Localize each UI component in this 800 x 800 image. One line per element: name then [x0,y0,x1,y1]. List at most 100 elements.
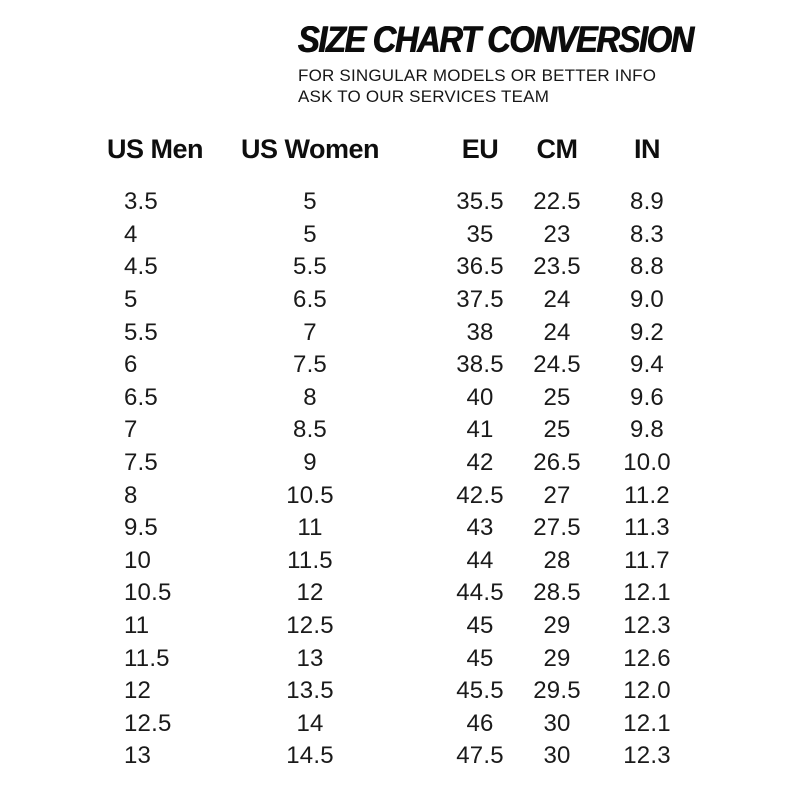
table-row: 13 14.5 47.5 30 12.3 [95,740,800,773]
table-cell: 13.5 [286,677,334,705]
table-cell: 5 [124,286,138,314]
table-row: 11 12.5 45 29 12.3 [95,610,800,643]
table-cell: 24 [543,318,571,346]
table-cell: 5 [303,188,317,216]
table-row: 8 10.5 42.5 27 11.2 [95,479,800,512]
table-cell: 30 [543,709,571,737]
page-title: SIZE CHART CONVERSION [298,19,694,60]
table-cell: 44.5 [456,579,504,607]
table-cell: 11.7 [624,546,670,574]
table-cell: 5.5 [293,253,327,281]
table-cell: 7.5 [293,351,327,379]
table-cell: 5.5 [124,318,158,346]
table-cell: 9.4 [630,351,664,379]
table-cell: 9.6 [630,383,664,411]
table-cell: 23.5 [533,253,581,281]
table-cell: 13 [296,644,324,672]
table-header-row: US Men US Women EU CM IN [95,131,800,167]
table-row: 12 13.5 45.5 29.5 12.0 [95,675,800,708]
table-cell: 9.8 [630,416,664,444]
table-cell: 8.8 [630,253,664,281]
table-cell: 11.2 [624,481,670,509]
table-cell: 38 [466,318,494,346]
table-cell: 28.5 [533,579,581,607]
table-cell: 27.5 [533,514,581,542]
table-cell: 11 [297,514,323,542]
table-cell: 11.5 [287,546,333,574]
table-cell: 8 [303,383,317,411]
table-cell: 12.3 [623,742,671,770]
table-cell: 36.5 [456,253,504,281]
table-cell: 29 [543,612,571,640]
table-cell: 14 [296,709,324,737]
chart-header: SIZE CHART CONVERSION FOR SINGULAR MODEL… [298,20,768,107]
table-row: 5 6.5 37.5 24 9.0 [95,284,800,317]
table-cell: 13 [124,742,152,770]
table-cell: 29.5 [533,677,581,705]
table-cell: 3.5 [124,188,158,216]
table-cell: 8.3 [630,220,664,248]
table-cell: 22.5 [533,188,581,216]
table-cell: 9.2 [630,318,664,346]
table-cell: 43 [466,514,494,542]
table-row: 3.5 5 35.5 22.5 8.9 [95,186,800,219]
table-cell: 10.5 [124,579,172,607]
table-cell: 6 [124,351,138,379]
table-cell: 42 [466,449,494,477]
table-cell: 47.5 [456,742,504,770]
table-cell: 11.3 [624,514,670,542]
table-row: 5.5 7 38 24 9.2 [95,316,800,349]
column-header-cm: CM [536,133,579,164]
table-cell: 12.6 [623,644,671,672]
subtitle-line-1: FOR SINGULAR MODELS OR BETTER INFO [298,66,657,85]
table-cell: 40 [466,383,494,411]
table-cell: 45 [466,612,494,640]
table-cell: 45.5 [456,677,504,705]
table-cell: 5 [303,220,317,248]
table-cell: 10 [124,546,152,574]
table-row: 9.5 11 43 27.5 11.3 [95,512,800,545]
table-row: 7.5 9 42 26.5 10.0 [95,447,800,480]
subtitle-line-2: ASK TO OUR SERVICES TEAM [298,87,550,106]
table-cell: 37.5 [456,286,504,314]
table-cell: 14.5 [286,742,334,770]
table-cell: 29 [543,644,571,672]
table-cell: 23 [543,220,571,248]
table-row: 10 11.5 44 28 11.7 [95,545,800,578]
table-cell: 12.1 [623,579,671,607]
column-header-us-women: US Women [240,133,380,164]
table-cell: 12 [296,579,324,607]
table-cell: 46 [466,709,494,737]
table-cell: 38.5 [456,351,504,379]
table-row: 11.5 13 45 29 12.6 [95,642,800,675]
table-cell: 4.5 [124,253,158,281]
table-cell: 6.5 [124,383,158,411]
table-row: 7 8.5 41 25 9.8 [95,414,800,447]
table-cell: 9.0 [630,286,664,314]
table-cell: 11.5 [124,644,170,672]
table-cell: 9.5 [124,514,158,542]
table-cell: 11 [124,612,150,640]
table-cell: 27 [543,481,571,509]
table-cell: 7 [124,416,138,444]
table-cell: 9 [303,449,317,477]
table-cell: 26.5 [533,449,581,477]
table-cell: 44 [466,546,494,574]
page-subtitle: FOR SINGULAR MODELS OR BETTER INFO ASK T… [298,65,768,107]
table-row: 6.5 8 40 25 9.6 [95,382,800,415]
table-cell: 7.5 [124,449,158,477]
table-cell: 35.5 [456,188,504,216]
table-cell: 25 [543,416,571,444]
column-header-us-men: US Men [106,133,204,164]
table-cell: 12.0 [623,677,671,705]
table-cell: 8 [124,481,138,509]
table-row: 4.5 5.5 36.5 23.5 8.8 [95,251,800,284]
table-cell: 24 [543,286,571,314]
table-body: 3.5 5 35.5 22.5 8.9 4 5 35 23 8.3 4.5 5.5 36.5 23.5 8.… [95,186,800,773]
table-cell: 12.3 [623,612,671,640]
table-cell: 35 [466,220,494,248]
table-cell: 10.5 [286,481,334,509]
table-cell: 4 [124,220,138,248]
table-cell: 6.5 [293,286,327,314]
table-row: 6 7.5 38.5 24.5 9.4 [95,349,800,382]
